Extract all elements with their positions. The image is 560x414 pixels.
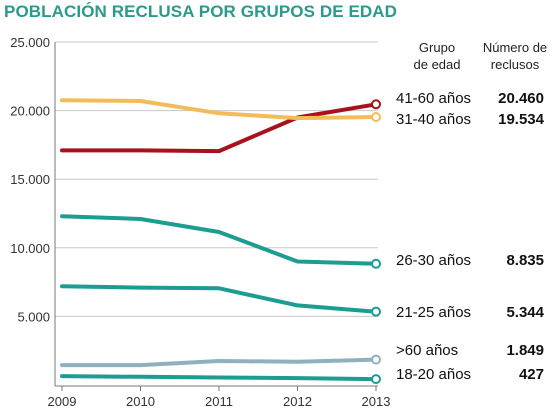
x-tick-label: 2010: [126, 394, 155, 409]
series-end-marker: [371, 306, 381, 317]
series-lines: [60, 98, 381, 385]
series-label: >60 años: [396, 342, 458, 359]
series-end-marker: [371, 111, 381, 122]
series-end-marker: [371, 258, 381, 269]
legend-header-group: Grupo: [419, 40, 455, 55]
series-end-marker: [371, 374, 381, 385]
legend-header-count: Número de: [483, 40, 547, 55]
x-axis: 2009 2010 2011 2012 2013: [48, 385, 391, 409]
y-tick-label: 15.000: [10, 172, 50, 187]
series-line: [60, 284, 378, 314]
series-line: [60, 214, 378, 266]
x-tick-label: 2011: [205, 394, 233, 409]
x-tick-label: 2013: [362, 394, 391, 409]
y-tick-label: 20.000: [10, 104, 50, 119]
series-label: 31-40 años: [396, 111, 471, 128]
series-label: 26-30 años: [396, 252, 471, 269]
series-line: [60, 357, 378, 368]
y-axis: 5.000 10.000 15.000 20.000 25.000: [10, 35, 56, 386]
chart-title: POBLACIÓN RECLUSA POR GRUPOS DE EDAD: [4, 2, 398, 21]
series-value: 5.344: [506, 304, 544, 321]
series-end-marker: [371, 99, 381, 110]
x-tick-label: 2012: [283, 394, 312, 409]
series-label: 41-60 años: [396, 90, 471, 107]
y-tick-label: 10.000: [10, 241, 50, 256]
series-line: [60, 374, 378, 382]
series-label: 21-25 años: [396, 304, 471, 321]
series-value: 1.849: [506, 342, 544, 359]
series-line: [60, 98, 378, 121]
series-value: 427: [519, 366, 544, 383]
series-value: 19.534: [498, 111, 545, 128]
series-end-marker: [371, 354, 381, 365]
grid-lines: [55, 41, 378, 317]
series-line: [60, 102, 378, 154]
y-tick-label: 25.000: [10, 35, 50, 50]
y-tick-label: 5.000: [17, 309, 50, 324]
series-value: 8.835: [506, 252, 544, 269]
series-label: 18-20 años: [396, 366, 471, 383]
legend: Grupo de edad Número de reclusos 41-60 años 2…: [396, 40, 547, 383]
x-tick-label: 2009: [48, 394, 77, 409]
legend-header-group: de edad: [414, 57, 461, 72]
legend-header-count: reclusos: [491, 57, 540, 72]
series-value: 20.460: [498, 90, 544, 107]
